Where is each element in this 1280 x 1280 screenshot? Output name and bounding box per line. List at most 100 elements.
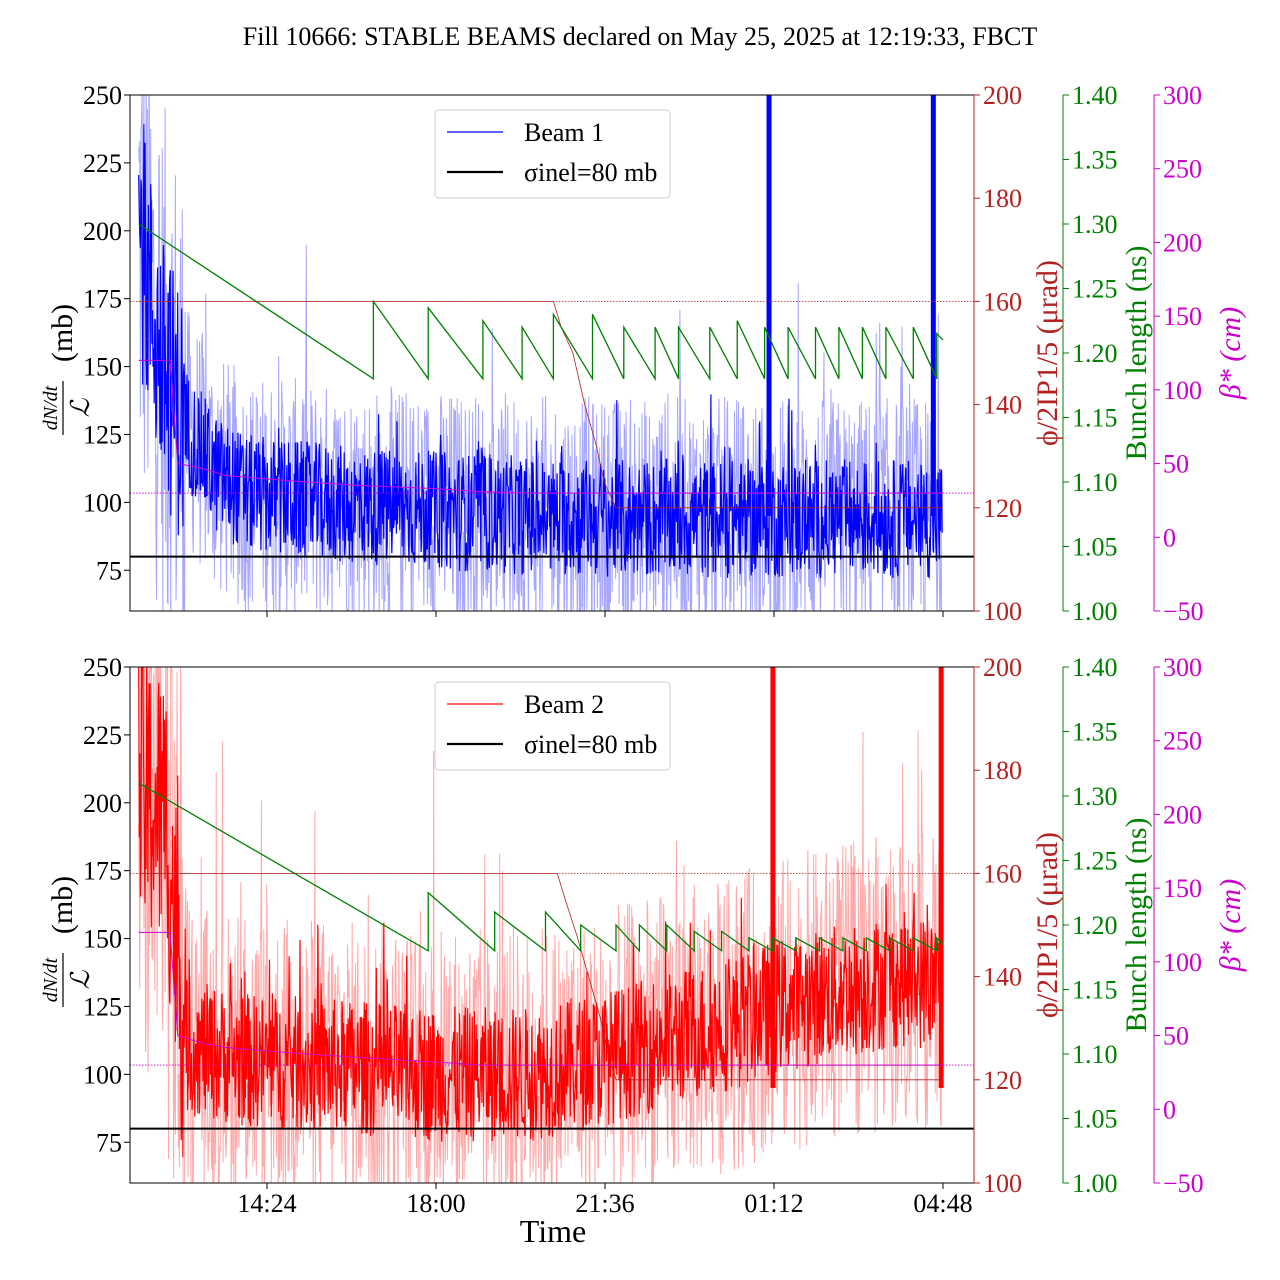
bunch-tick-label: 1.40 bbox=[1072, 81, 1118, 110]
legend-beam-label: Beam 1 bbox=[524, 118, 604, 147]
legend-sigma-label: σinel=80 mb bbox=[524, 730, 657, 759]
x-tick-label: 21:36 bbox=[575, 1189, 634, 1218]
bunch-tick-label: 1.05 bbox=[1072, 533, 1118, 562]
bunch-tick-label: 1.25 bbox=[1072, 275, 1118, 304]
bunch-tick-label: 1.05 bbox=[1072, 1105, 1118, 1134]
beta-tick-label: 100 bbox=[1163, 376, 1202, 405]
y-axis-label-unit: (mb) bbox=[46, 304, 79, 362]
x-tick-label: 14:24 bbox=[237, 1189, 296, 1218]
y-axis-label-unit: (mb) bbox=[46, 876, 79, 934]
plot-area-bottom bbox=[130, 667, 974, 1183]
beta-star-line bbox=[138, 359, 943, 494]
bunch-tick-label: 1.15 bbox=[1072, 976, 1118, 1005]
phi-crossing-angle-line bbox=[138, 301, 943, 509]
x-tick-label: 18:00 bbox=[406, 1189, 465, 1218]
bunch-length-line bbox=[138, 782, 944, 953]
bunch-tick-label: 1.10 bbox=[1072, 468, 1118, 497]
y-axis-label-denominator: ℒ bbox=[66, 969, 95, 989]
beta-tick-label: 300 bbox=[1163, 653, 1202, 682]
bunch-tick-label: 1.15 bbox=[1072, 404, 1118, 433]
bunch-tick-label: 1.35 bbox=[1072, 718, 1118, 747]
legend-beam-label: Beam 2 bbox=[524, 690, 604, 719]
bunch-tick-label: 1.25 bbox=[1072, 847, 1118, 876]
bunch-tick-label: 1.10 bbox=[1072, 1040, 1118, 1069]
bunch-tick-label: 1.30 bbox=[1072, 210, 1118, 239]
phi-axis-label: ϕ/2IP1/5 (μrad) bbox=[1031, 260, 1064, 446]
beta-tick-label: 300 bbox=[1163, 81, 1202, 110]
y-tick-label: 225 bbox=[83, 721, 122, 750]
phi-tick-label: 120 bbox=[983, 1066, 1022, 1095]
beta-tick-label: −50 bbox=[1163, 1169, 1204, 1198]
legend-sigma-label: σinel=80 mb bbox=[524, 158, 657, 187]
beta-tick-label: 250 bbox=[1163, 155, 1202, 184]
y-tick-label: 75 bbox=[96, 1128, 122, 1157]
x-tick-label: 01:12 bbox=[744, 1189, 803, 1218]
plot-area-top bbox=[130, 95, 974, 611]
y-tick-label: 200 bbox=[83, 789, 122, 818]
beta-tick-label: 0 bbox=[1163, 523, 1176, 552]
phi-tick-label: 100 bbox=[983, 1169, 1022, 1198]
bunch-tick-label: 1.00 bbox=[1072, 1169, 1118, 1198]
y-axis-label: dN/dt ℒ (mb) bbox=[40, 304, 95, 435]
beam-trace-light bbox=[138, 95, 943, 611]
bunch-tick-label: 1.35 bbox=[1072, 146, 1118, 175]
y-tick-label: 175 bbox=[83, 857, 122, 886]
y-axis-label-numerator: dN/dt bbox=[40, 385, 62, 430]
y-tick-label: 150 bbox=[83, 353, 122, 382]
beta-tick-label: 150 bbox=[1163, 302, 1202, 331]
x-tick-label: 04:48 bbox=[913, 1189, 972, 1218]
bunch-tick-label: 1.40 bbox=[1072, 653, 1118, 682]
beta-tick-label: −50 bbox=[1163, 597, 1204, 626]
beta-tick-label: 50 bbox=[1163, 450, 1189, 479]
beta-axis-label: β* (cm) bbox=[1214, 307, 1247, 400]
y-tick-label: 150 bbox=[83, 925, 122, 954]
y-tick-label: 125 bbox=[83, 420, 122, 449]
phi-tick-label: 200 bbox=[983, 653, 1022, 682]
bunch-tick-label: 1.20 bbox=[1072, 339, 1118, 368]
phi-tick-label: 160 bbox=[983, 859, 1022, 888]
y-tick-label: 100 bbox=[83, 1060, 122, 1089]
beta-tick-label: 0 bbox=[1163, 1095, 1176, 1124]
beam-spike bbox=[938, 667, 944, 1088]
beta-axis-label: β* (cm) bbox=[1214, 879, 1247, 972]
bunch-axis-label: Bunch length (ns) bbox=[1120, 246, 1153, 461]
y-axis-label: dN/dt ℒ (mb) bbox=[40, 876, 95, 1007]
beam-spike bbox=[930, 95, 936, 516]
panel-bottom: 75 100 125 150 175 200 225 250 100 120 140 160 180 20… bbox=[40, 653, 1247, 1218]
y-axis-label-numerator: dN/dt bbox=[40, 957, 62, 1002]
phi-tick-label: 140 bbox=[983, 963, 1022, 992]
phi-tick-label: 140 bbox=[983, 391, 1022, 420]
phi-tick-label: 200 bbox=[983, 81, 1022, 110]
phi-tick-label: 160 bbox=[983, 287, 1022, 316]
beta-tick-label: 250 bbox=[1163, 727, 1202, 756]
phi-tick-label: 120 bbox=[983, 494, 1022, 523]
phi-tick-label: 180 bbox=[983, 756, 1022, 785]
y-tick-label: 125 bbox=[83, 992, 122, 1021]
beta-tick-label: 200 bbox=[1163, 800, 1202, 829]
panel-top: 75 100 125 150 175 200 225 250 100 120 140 160 180 20… bbox=[40, 81, 1247, 626]
beta-tick-label: 50 bbox=[1163, 1022, 1189, 1051]
y-tick-label: 250 bbox=[83, 81, 122, 110]
beta-tick-label: 100 bbox=[1163, 948, 1202, 977]
bunch-length-line bbox=[138, 223, 944, 382]
phi-tick-label: 100 bbox=[983, 597, 1022, 626]
beam-trace bbox=[138, 124, 943, 579]
beam-spike bbox=[770, 667, 776, 1088]
beta-tick-label: 200 bbox=[1163, 228, 1202, 257]
phi-tick-label: 180 bbox=[983, 184, 1022, 213]
beta-star-line bbox=[138, 931, 943, 1066]
phi-crossing-angle-line bbox=[138, 873, 943, 1081]
y-tick-label: 225 bbox=[83, 149, 122, 178]
beta-tick-label: 150 bbox=[1163, 874, 1202, 903]
y-tick-label: 100 bbox=[83, 488, 122, 517]
bunch-axis-label: Bunch length (ns) bbox=[1120, 818, 1153, 1033]
x-axis-label: Time bbox=[520, 1213, 586, 1249]
bunch-tick-label: 1.00 bbox=[1072, 597, 1118, 626]
bunch-tick-label: 1.30 bbox=[1072, 782, 1118, 811]
beam-spike bbox=[766, 95, 772, 516]
y-tick-label: 250 bbox=[83, 653, 122, 682]
phi-axis-label: ϕ/2IP1/5 (μrad) bbox=[1031, 832, 1064, 1018]
y-tick-label: 75 bbox=[96, 556, 122, 585]
bunch-tick-label: 1.20 bbox=[1072, 911, 1118, 940]
